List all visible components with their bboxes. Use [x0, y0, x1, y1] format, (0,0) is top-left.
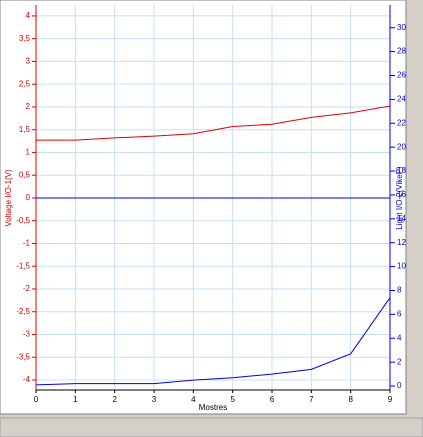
x-tick-label: 1	[73, 395, 78, 404]
y2-tick-label: 18	[397, 166, 406, 175]
y2-tick-label: 4	[397, 333, 402, 342]
x-axis-label: Mostres	[199, 403, 227, 412]
x-tick-label: 2	[112, 395, 117, 404]
y2-tick-label: 22	[397, 118, 406, 127]
y2-tick-label: 10	[397, 262, 406, 271]
x-tick-label: 0	[34, 395, 39, 404]
y-tick-label: -1	[23, 239, 31, 248]
x-tick-label: 9	[388, 395, 393, 404]
y-tick-label: -2	[23, 284, 31, 293]
y-tick-label: 1	[26, 148, 31, 157]
y2-tick-label: 16	[397, 190, 406, 199]
y2-tick-label: 8	[397, 286, 402, 295]
y-axis-label: Voltage I/O-1(V)	[4, 169, 13, 227]
y2-tick-label: 26	[397, 71, 406, 80]
y-tick-label: -4	[23, 375, 31, 384]
y2-tick-label: 12	[397, 238, 406, 247]
series-line	[36, 105, 391, 141]
x-tick-label: 3	[152, 395, 157, 404]
y-tick-label: 3	[26, 57, 31, 66]
y-tick-label: 2,5	[19, 79, 31, 88]
y-tick-label: -3,5	[16, 352, 30, 361]
status-bar	[0, 417, 423, 437]
y2-tick-label: 28	[397, 47, 406, 56]
x-tick-label: 6	[270, 395, 275, 404]
y-tick-label: 2	[26, 102, 31, 111]
plot-panel	[0, 0, 407, 415]
y-tick-label: 0,5	[19, 170, 31, 179]
x-tick-label: 5	[230, 395, 235, 404]
y2-tick-label: 30	[397, 23, 406, 32]
y-tick-label: 4	[26, 11, 31, 20]
y2-tick-label: 6	[397, 309, 402, 318]
y2-tick-label: 24	[397, 94, 406, 103]
y-tick-label: -0,5	[16, 216, 30, 225]
y2-tick-label: 20	[397, 142, 406, 151]
y2-tick-label: 0	[397, 381, 402, 390]
y-tick-label: -2,5	[16, 307, 30, 316]
y-tick-label: 3,5	[19, 34, 31, 43]
x-tick-label: 7	[309, 395, 314, 404]
x-tick-label: 4	[191, 395, 196, 404]
y-tick-label: -1,5	[16, 261, 30, 270]
y2-tick-label: 2	[397, 357, 402, 366]
y-tick-label: -3	[23, 330, 31, 339]
y2-tick-label: 14	[397, 214, 406, 223]
y-tick-label: 0	[26, 193, 31, 202]
y-tick-label: 1,5	[19, 125, 31, 134]
y2-axis-label: Light I/O-2(VikeP)	[395, 166, 404, 230]
x-tick-label: 8	[348, 395, 353, 404]
series-line	[35, 297, 391, 386]
